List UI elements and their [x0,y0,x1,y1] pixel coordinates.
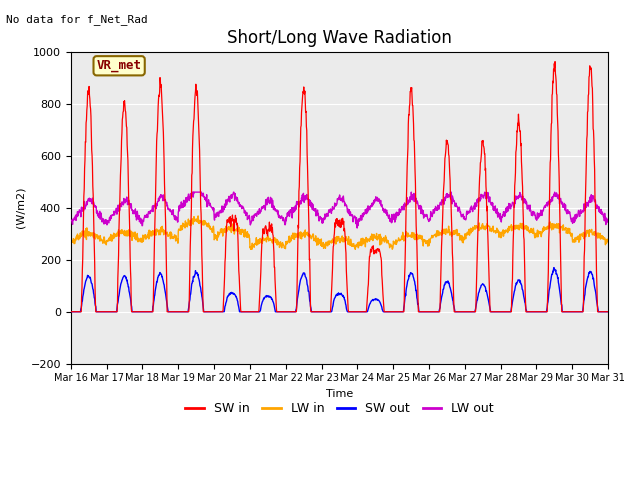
Title: Short/Long Wave Radiation: Short/Long Wave Radiation [227,29,452,48]
Text: No data for f_Net_Rad: No data for f_Net_Rad [6,14,148,25]
X-axis label: Time: Time [326,389,353,399]
Y-axis label: (W/m2): (W/m2) [15,187,25,228]
Text: VR_met: VR_met [97,59,141,72]
Legend: SW in, LW in, SW out, LW out: SW in, LW in, SW out, LW out [180,397,499,420]
